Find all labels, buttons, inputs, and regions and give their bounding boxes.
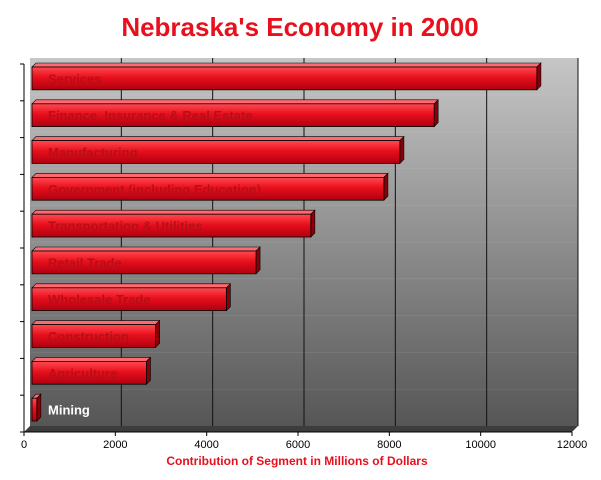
bar [31,324,156,348]
x-tick-label: 4000 [194,439,218,451]
x-tick-label: 0 [21,439,27,451]
bar [31,360,147,385]
bar-side [383,172,389,201]
bar-label: Wholesale Trade [48,292,151,307]
bar-top [31,173,389,178]
bar-group: Services [31,62,542,91]
bar [31,66,538,91]
bar-group: Retail Trade [31,246,261,275]
bar-label: Government (including Education) [48,182,261,197]
bar-top [31,62,542,68]
bar-top [31,209,316,215]
plot-floor [24,426,578,432]
bar-top [31,136,405,141]
bar-group: Agriculture [31,356,152,385]
bar [31,140,401,164]
bar-group: Construction [31,319,161,349]
x-tick-label: 2000 [103,439,127,451]
x-tick-label: 10000 [465,439,496,451]
bar-group: Mining [31,393,90,422]
bar-label: Manufacturing [48,145,138,160]
bar-label: Services [48,71,102,86]
bar-group: Wholesale Trade [31,283,232,312]
bar-side [536,62,542,91]
bar-side [433,99,439,128]
bar-label: Transportation & Utilities [48,219,203,234]
bar [31,176,385,201]
bar-side [399,135,405,165]
bar-top [31,99,439,105]
bar-side [310,209,316,238]
bar-label: Retail Trade [48,255,122,270]
bar [31,287,227,312]
axes [20,63,573,436]
bar-group: Manufacturing [31,135,405,165]
bar-label: Finance, Insurance & Real Estate [48,108,252,123]
x-tick-label: 8000 [377,439,401,451]
x-axis-label: Contribution of Segment in Millions of D… [166,454,428,468]
x-tick-labels: 0 2000 4000 6000 8000 10000 12000 [21,439,587,451]
bar-group: Transportation & Utilities [31,209,316,238]
bar-label: Agriculture [48,366,117,381]
bar-side [36,393,42,422]
bar-side [146,356,151,385]
bar [31,103,435,128]
bar-side [255,246,261,275]
bar-top [31,320,161,325]
chart-title: Nebraska's Economy in 2000 [121,12,478,42]
bar-top [31,283,232,289]
bars: Services Finance, Insurance & Real Estate… [31,62,542,422]
bar [31,250,257,275]
bar-side [155,319,160,349]
bar-label: Mining [48,403,90,418]
bar-label: Construction [48,329,129,344]
x-tick-label: 6000 [286,439,310,451]
bar-group: Government (including Education) [31,172,389,201]
bar [31,397,38,422]
bar-top [31,357,152,362]
x-tick-label: 12000 [557,439,588,451]
bar [31,213,312,238]
bar-side [226,283,231,312]
bar-top [31,246,261,252]
bar-group: Finance, Insurance & Real Estate [31,99,439,128]
